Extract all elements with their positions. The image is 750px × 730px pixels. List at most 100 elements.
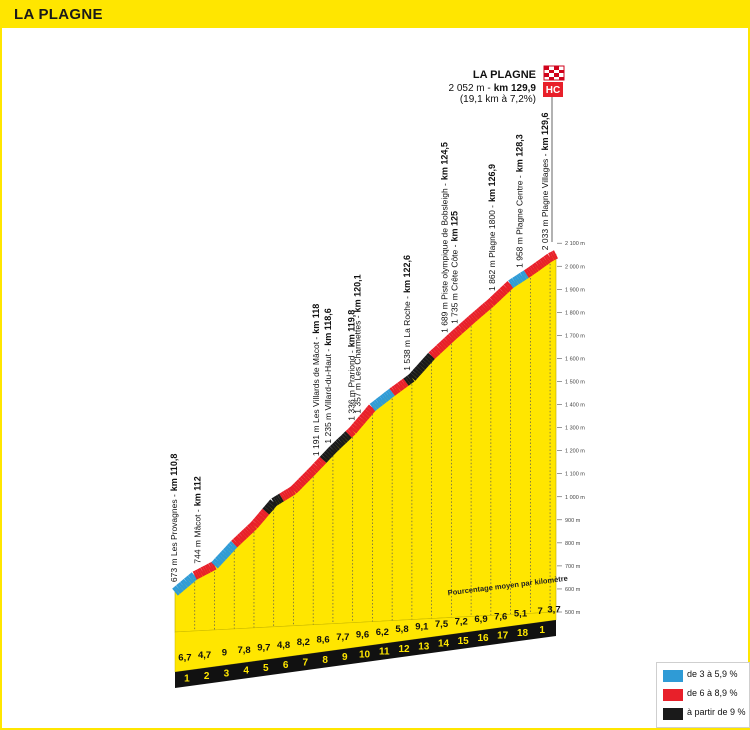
road-segment [365, 406, 374, 415]
y-tick-label: 900 m [565, 518, 581, 524]
gradient-label: 7,5 [435, 619, 449, 630]
y-tick-label: 1 600 m [565, 356, 585, 362]
road-segment [527, 266, 535, 276]
km-label: 10 [359, 649, 371, 660]
road-segment [333, 440, 342, 449]
road-segment [369, 402, 378, 412]
road-segment [275, 494, 283, 504]
y-tick-label: 1 800 m [565, 310, 585, 316]
road-segment [472, 311, 481, 320]
km-label: 7 [303, 658, 309, 669]
gradient-label: 6,9 [474, 614, 487, 625]
road-segment [202, 565, 209, 575]
waypoint-label: 1 235 m Villard-du-Haut - km 118,6 [323, 308, 333, 443]
waypoint-km: km 126,9 [487, 164, 497, 202]
road-segment [189, 572, 198, 581]
road-segment [401, 378, 409, 388]
waypoint-label: 1 357 m Les Charmettes - km 120,1 [353, 274, 363, 413]
gradient-label: 9,7 [257, 642, 270, 653]
road-segment [233, 537, 242, 546]
gradient-label: 7,8 [237, 645, 250, 656]
road-segment [339, 434, 348, 444]
road-segment [516, 274, 523, 283]
waypoint-place: 1 538 m La Roche - [402, 296, 412, 371]
y-tick-label: 700 m [565, 564, 581, 570]
road-segment [319, 454, 329, 463]
km-baseline-band [175, 620, 556, 688]
road-segment [491, 294, 500, 303]
waypoint-label: 1 735 m Crête Côte - km 125 [449, 211, 459, 324]
waypoint-place: 1 336 m Prariond - [347, 350, 357, 421]
road-segment [379, 394, 387, 404]
road-segment [302, 473, 311, 482]
road-segment [485, 299, 494, 309]
road-segment [444, 335, 453, 345]
road-segment [383, 391, 392, 401]
km-label: 2 [204, 671, 210, 682]
road-segment [363, 409, 372, 418]
waypoint-place: 2 033 m Plagne Villages - [540, 153, 550, 250]
road-segment [244, 525, 254, 535]
y-tick-label: 1 500 m [565, 380, 585, 386]
road-segment [487, 297, 496, 307]
road-segment [194, 569, 201, 579]
road-segment [495, 290, 504, 299]
road-segment [181, 578, 190, 588]
waypoint-place: 1 862 m Plagne 1800 - [487, 205, 497, 291]
km-label: 17 [497, 631, 509, 642]
road-segment [172, 586, 180, 596]
road-segment [331, 442, 340, 451]
waypoint-km: km 125 [449, 211, 459, 242]
road-segment [408, 372, 418, 381]
road-segment [283, 490, 290, 499]
road-segment [215, 555, 224, 565]
road-segment [436, 343, 445, 352]
road-segment [499, 286, 508, 296]
road-segment [304, 471, 313, 480]
gradient-label: 9,1 [415, 622, 429, 633]
road-segment [262, 506, 272, 515]
legend-label-black: à partir de 9 % [687, 707, 746, 717]
road-segment [548, 252, 555, 262]
waypoint-km: km 129,6 [540, 112, 550, 150]
km-label: 18 [517, 628, 529, 639]
y-tick-label: 2 100 m [565, 241, 585, 247]
road-segment [414, 365, 424, 375]
gradient-label: 5,1 [514, 609, 528, 620]
road-segment [192, 570, 199, 580]
road-segment [514, 275, 521, 285]
road-segment [321, 452, 331, 461]
road-segment [177, 582, 186, 591]
y-tick-label: 1 300 m [565, 426, 585, 432]
road-segment [345, 429, 354, 438]
road-segment [397, 381, 405, 391]
road-segment [329, 444, 338, 453]
road-segment [387, 388, 395, 398]
road-segment [493, 292, 502, 301]
road-segment [180, 580, 188, 590]
y-tick-label: 1 700 m [565, 333, 585, 339]
road-segment [440, 339, 449, 349]
road-segment [347, 427, 356, 436]
waypoint-label: 1 689 m Piste olympique de Bobsleigh - km… [440, 142, 450, 333]
road-segment [456, 325, 465, 334]
road-segment [241, 529, 250, 539]
road-segment [452, 328, 461, 338]
road-segment [351, 423, 361, 432]
road-segment [260, 508, 270, 517]
road-segment [196, 568, 203, 578]
road-segment [250, 520, 260, 529]
road-segment [375, 397, 383, 407]
road-segment [545, 253, 553, 263]
checkered-flag-icon [543, 65, 565, 81]
road-segment [476, 307, 484, 317]
road-segment [337, 436, 346, 446]
road-segment [237, 533, 246, 542]
gradient-label: 4,8 [277, 640, 290, 651]
road-segment [410, 370, 420, 379]
road-segment [254, 515, 264, 524]
km-label: 1 [184, 674, 190, 685]
road-segment [373, 399, 382, 408]
road-segment [361, 411, 370, 420]
road-segment [294, 481, 303, 490]
